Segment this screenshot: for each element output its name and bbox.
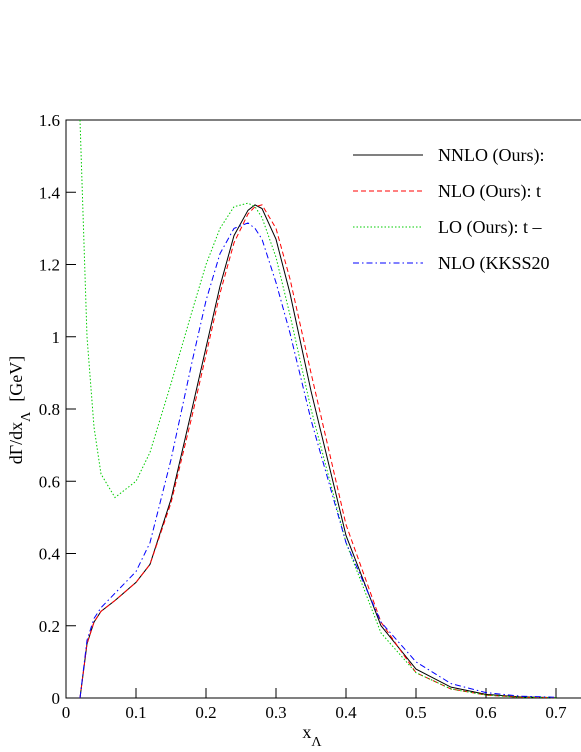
x-tick-label: 0.5 — [405, 703, 426, 722]
legend-label: LO (Ours): t – — [438, 217, 542, 238]
y-tick-label: 0.4 — [39, 545, 61, 564]
x-tick-label: 0.6 — [475, 703, 496, 722]
y-tick-label: 0.8 — [39, 400, 60, 419]
y-tick-label: 1.4 — [39, 183, 61, 202]
series-line — [79, 119, 557, 699]
y-tick-label: 1 — [52, 328, 61, 347]
plot-frame — [65, 119, 581, 699]
y-tick-label: 0.6 — [39, 472, 60, 491]
y-tick-label: 1.2 — [39, 256, 60, 275]
x-tick-label: 0.7 — [545, 703, 567, 722]
series-line — [79, 222, 557, 699]
series-line — [79, 204, 557, 699]
legend-label: NLO (Ours): t — [438, 181, 541, 202]
series-line — [79, 204, 557, 699]
y-axis-label: dΓ/dxΛ[GeV] — [6, 356, 34, 465]
y-tick-label: 0.2 — [39, 617, 60, 636]
legend-label: NLO (KKSS20 — [438, 253, 550, 274]
x-tick-label: 0.2 — [195, 703, 216, 722]
x-tick-label: 0 — [62, 703, 71, 722]
x-tick-label: 0.3 — [265, 703, 286, 722]
legend-label: NNLO (Ours): — [438, 145, 544, 166]
x-tick-label: 0.1 — [125, 703, 146, 722]
x-tick-label: 0.4 — [335, 703, 357, 722]
x-axis-label: xΛ — [302, 722, 322, 750]
y-tick-label: 0 — [52, 689, 61, 708]
y-tick-label: 1.6 — [39, 111, 60, 130]
